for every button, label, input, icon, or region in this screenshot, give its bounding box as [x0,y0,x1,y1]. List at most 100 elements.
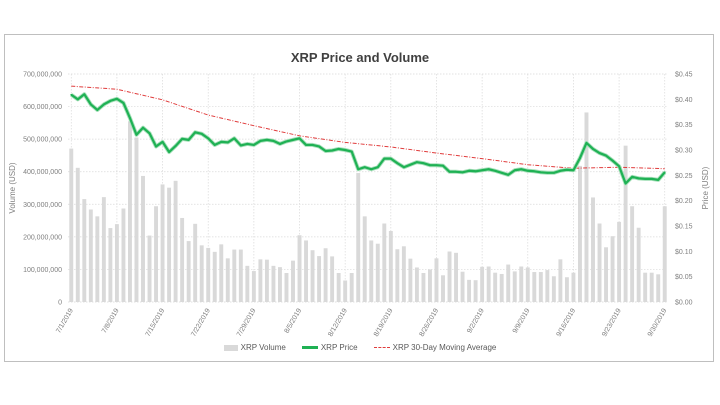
price-point [122,101,125,104]
price-point [468,169,470,172]
price-point [292,138,294,141]
y-axis-title: Volume (USD) [8,162,17,213]
y2-tick-label: $0.20 [675,198,693,205]
y-tick-label: 600,000,000 [23,104,62,111]
price-point [311,144,314,146]
volume-bar [480,266,485,302]
legend-label: XRP 30-Day Moving Average [392,343,497,352]
legend-item-price: XRP Price [301,343,358,352]
y2-tick-label: $0.45 [675,72,693,79]
volume-bar [238,249,243,302]
price-point [109,99,112,102]
x-tick-label: 8/5/2019 [284,307,304,334]
x-tick-label: 7/8/2019 [101,307,121,334]
volume-bar [578,165,582,302]
volume-bar [421,273,426,302]
volume-bar [284,273,289,302]
price-point [161,140,164,143]
volume-bar [193,223,198,302]
volume-bar [636,227,641,302]
volume-bar [473,280,478,302]
price-point [350,150,353,153]
y-tick-label: 500,000,000 [23,137,62,144]
volume-bar [414,267,419,302]
volume-bar [388,230,393,302]
volume-bar [317,256,322,302]
volume-bar [82,199,87,302]
volume-bar [571,272,576,302]
volume-bar [486,266,491,302]
x-tick-label: 9/30/2019 [647,307,669,338]
price-point [513,169,516,172]
price-point [259,139,262,142]
volume-bar [375,243,380,302]
volume-bar [401,246,406,302]
volume-bar [95,216,100,302]
y2-tick-label: $0.30 [675,148,693,155]
volume-bar [186,241,191,302]
volume-bar [532,272,537,302]
volume-bar [225,258,230,302]
legend-swatch-moving-average [373,347,390,348]
price-point [559,169,562,172]
price-point [285,140,288,143]
price-point [155,145,157,148]
y2-tick-label: $0.25 [675,173,693,180]
volume-bar [147,235,152,302]
volume-bar [604,247,608,302]
y-tick-label: 100,000,000 [23,267,62,274]
price-point [200,132,203,135]
volume-bar [525,267,530,302]
price-point [148,132,151,135]
price-point [331,149,334,152]
price-point [552,171,555,174]
volume-bar [108,228,113,302]
price-point [631,175,634,178]
price-point [246,143,249,145]
x-tick-label: 8/12/2019 [327,307,349,338]
legend-swatch-volume [223,344,238,351]
chart-title: XRP Price and Volume [290,50,430,65]
price-point [487,168,490,171]
price-point [396,162,399,165]
chart-frame [4,34,714,362]
volume-bar [264,259,269,302]
volume-bar [134,137,139,302]
price-point [461,171,464,174]
price-point [318,145,320,148]
price-point [207,137,210,140]
volume-bar [597,223,602,302]
volume-bar [369,240,374,302]
price-point [592,148,594,150]
price-point [194,131,197,134]
volume-bar [173,180,178,302]
volume-bar [538,272,543,302]
price-point [252,144,255,146]
y2-tick-label: $0.15 [675,224,693,231]
price-point [494,169,497,172]
price-point [598,152,601,154]
volume-bar [297,235,302,302]
volume-bar [291,260,295,302]
price-point [448,170,451,173]
volume-bar [121,208,126,302]
price-point [455,170,457,173]
volume-bar [128,121,132,302]
price-point [376,166,379,169]
volume-bar [323,248,328,302]
volume-bar [434,258,439,302]
volume-bar [428,269,432,302]
legend-item-volume: XRP Volume [223,343,286,352]
x-tick-label: 7/15/2019 [145,307,167,338]
volume-bar [212,251,217,302]
y2-tick-label: $0.10 [675,249,693,256]
volume-bar [180,217,185,302]
y-tick-label: 200,000,000 [23,234,62,241]
x-tick-label: 7/22/2019 [190,307,212,338]
price-point [181,137,184,140]
y2-axis-title: Price (USD) [701,166,710,209]
x-tick-label: 8/26/2019 [419,307,441,338]
x-tick-label: 9/9/2019 [512,307,532,334]
price-point [305,144,307,146]
volume-bar [362,216,367,302]
